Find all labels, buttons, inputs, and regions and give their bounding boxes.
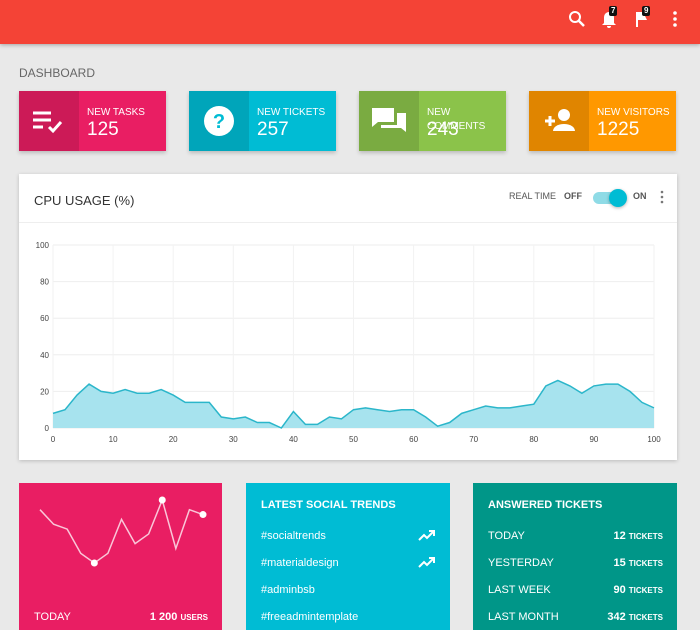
y-tick-label: 40: [40, 351, 49, 360]
y-tick-label: 60: [40, 314, 49, 323]
info-value: 1225: [597, 119, 640, 140]
ticket-label: TODAY: [488, 530, 525, 542]
unit: TICKETS: [628, 613, 663, 622]
y-tick-label: 0: [45, 424, 50, 433]
toggle-label: REAL TIME: [509, 191, 557, 201]
unit: TICKETS: [628, 559, 663, 568]
x-tick-label: 70: [469, 435, 478, 444]
users-label: TODAY: [34, 611, 71, 623]
x-tick-label: 10: [109, 435, 118, 444]
ticket-count: 342 TICKETS: [607, 611, 663, 623]
info-icon: [19, 91, 79, 151]
y-tick-label: 20: [40, 387, 49, 396]
users-card: TODAY 1 200 USERS: [19, 483, 222, 630]
page-title: DASHBOARD: [19, 66, 96, 80]
info-icon: ?: [189, 91, 249, 151]
flag-badge: 9: [642, 6, 651, 16]
card-title: LATEST SOCIAL TRENDS: [261, 499, 396, 511]
card-title: ANSWERED TICKETS: [488, 499, 603, 511]
ticket-label: LAST WEEK: [488, 584, 551, 596]
ticket-label: LAST MONTH: [488, 611, 559, 623]
sparkline-dot: [199, 511, 207, 519]
trending-icon: [418, 530, 435, 541]
divider: [19, 222, 677, 223]
info-label: NEW TASKS: [87, 107, 145, 118]
sparkline-line: [39, 497, 204, 564]
info-value: 125: [87, 119, 119, 140]
toggle[interactable]: [593, 189, 627, 207]
social-card: LATEST SOCIAL TRENDS #socialtrends #mater…: [246, 483, 450, 630]
count: 1 200: [149, 611, 178, 623]
x-tick-label: 20: [169, 435, 178, 444]
x-tick-label: 0: [51, 435, 56, 444]
count: 90: [613, 584, 626, 596]
more-menu[interactable]: [670, 10, 680, 28]
cpu-card: CPU USAGE (%) REAL TIME OFF ON 0 20 40 60 80…: [19, 174, 677, 460]
unit: USERS: [180, 613, 208, 622]
x-tick-label: 90: [589, 435, 598, 444]
info-value: 243: [427, 119, 459, 140]
search-icon[interactable]: [568, 10, 586, 28]
unit: TICKETS: [628, 586, 663, 595]
icon: ?: [204, 106, 234, 136]
info-icon: [359, 91, 419, 151]
trend-tag: #socialtrends: [261, 530, 326, 542]
y-tick-label: 100: [36, 241, 50, 250]
info-icon: [529, 91, 589, 151]
area: [53, 380, 654, 428]
cpu-chart: 0 20 40 60 80 100 0 10 20 30 40 50 60 70 80 90 100: [36, 241, 662, 444]
x-tick-label: 30: [229, 435, 238, 444]
trend-tag: #freeadmintemplate: [261, 611, 359, 623]
info-box: NEW COMMENTS 243: [359, 91, 506, 151]
x-tick-label: 100: [647, 435, 661, 444]
line: [52, 379, 655, 429]
top-bar: 7 9: [0, 0, 700, 44]
trend-tag: #adminbsb: [261, 584, 315, 596]
info-label: NEW VISITORS: [597, 107, 670, 118]
card-menu[interactable]: [659, 190, 665, 204]
x-tick-label: 40: [289, 435, 298, 444]
ticket-count: 12 TICKETS: [613, 530, 663, 542]
ticket-count: 90 TICKETS: [613, 584, 663, 596]
icon: [372, 108, 406, 132]
svg-text:?: ?: [213, 111, 225, 133]
sparkline: [39, 496, 207, 567]
notification-icon[interactable]: [601, 10, 617, 28]
trending-icon: [418, 557, 435, 568]
ticket-label: YESTERDAY: [488, 557, 554, 569]
icon: [33, 111, 63, 134]
info-label: NEW COMMENTS: [427, 107, 486, 132]
count: 342: [607, 611, 626, 623]
x-tick-label: 60: [409, 435, 418, 444]
info-box: NEW VISITORS 1225: [529, 91, 676, 151]
unit: TICKETS: [628, 532, 663, 541]
count: 12: [613, 530, 626, 542]
info-box: ? NEW TICKETS 257: [189, 91, 336, 151]
info-label: NEW TICKETS: [257, 107, 326, 118]
sparkline-dot: [90, 559, 98, 567]
notification-badge: 7: [609, 6, 618, 16]
users-count: 1 200 USERS: [150, 611, 208, 623]
trend-tag: #materialdesign: [261, 557, 339, 569]
icon: [545, 109, 575, 131]
ticket-count: 15 TICKETS: [613, 557, 663, 569]
trend-icon: [418, 528, 436, 547]
tickets-card: ANSWERED TICKETS TODAY 12 TICKETS YESTERDA…: [473, 483, 677, 630]
toggle-off: OFF: [564, 191, 582, 201]
card-title: CPU USAGE (%): [34, 193, 135, 208]
info-value: 257: [257, 119, 289, 140]
info-box: NEW TASKS 125: [19, 91, 166, 151]
toggle-on: ON: [633, 191, 647, 201]
sparkline-dot: [158, 496, 166, 504]
trend-icon: [418, 555, 436, 574]
y-tick-label: 80: [40, 278, 49, 287]
count: 15: [613, 557, 626, 569]
x-tick-label: 80: [529, 435, 538, 444]
x-tick-label: 50: [349, 435, 358, 444]
